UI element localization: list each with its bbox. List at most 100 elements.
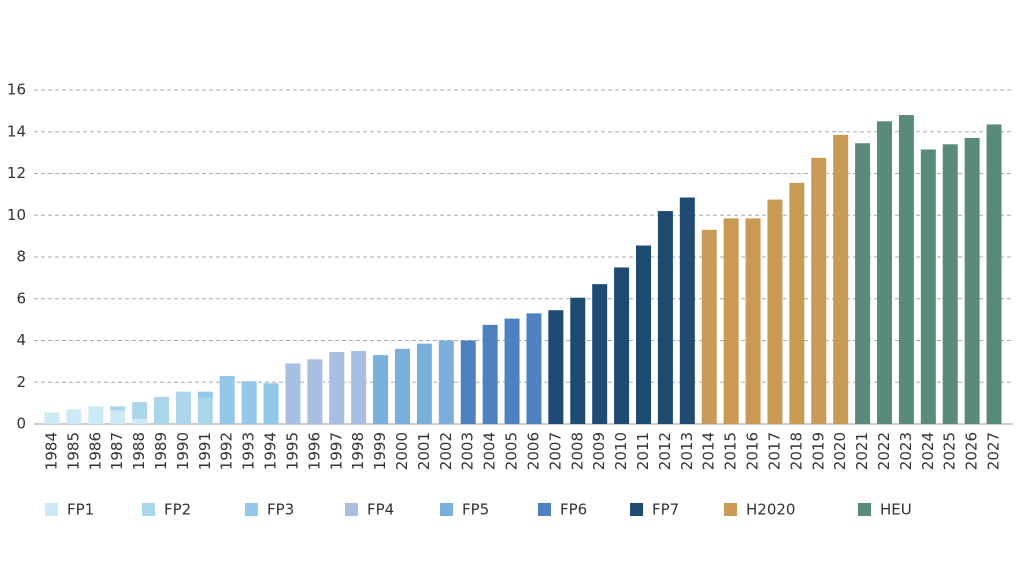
x-tick-label: 2006 [524,432,542,470]
x-tick-label: 2022 [875,432,893,470]
x-tick-label: 2000 [393,432,411,470]
x-tick-label: 2026 [963,432,981,470]
legend-label: FP6 [560,501,587,519]
bar-segment [197,397,213,424]
bar-segment [636,245,651,424]
x-tick-label: 2019 [809,432,827,470]
legend-label: HEU [880,501,912,519]
bar-segment [504,318,520,424]
bar-segment [679,197,695,424]
bar-segment [416,343,432,424]
y-tick-label: 10 [7,206,26,224]
bar-segment [942,144,958,424]
legend-swatch [724,503,737,516]
x-tick-label: 1998 [349,432,367,470]
x-tick-label: 2008 [568,432,586,470]
bar-segment [88,406,104,424]
x-tick-label: 2016 [744,432,762,470]
legend-swatch [345,503,358,516]
x-tick-label: 2017 [765,432,783,470]
x-tick-label: 1988 [130,432,148,470]
legend-label: FP1 [67,501,94,519]
x-tick-label: 1997 [327,432,345,470]
x-tick-label: 1994 [262,432,280,470]
x-tick-label: 1987 [108,432,126,470]
x-tick-label: 2003 [459,432,477,470]
legend-label: FP5 [462,501,489,519]
bar-segment [132,402,148,419]
x-tick-label: 2009 [590,432,608,470]
bar-segment [438,340,454,424]
x-tick-label: 2002 [437,432,455,470]
bar-segment [351,350,367,424]
legend-label: H2020 [746,501,795,519]
legend-label: FP7 [652,501,679,519]
bar-segment [877,121,892,424]
y-tick-label: 16 [7,81,26,99]
x-tick-label: 2007 [546,432,564,470]
x-tick-label: 1993 [240,432,258,470]
bar-segment [460,340,476,424]
bar-segment [964,138,980,424]
legend-swatch [45,503,58,516]
x-tick-label: 2021 [853,432,871,470]
legend-swatch [538,503,551,516]
x-tick-label: 1984 [42,432,60,470]
bar-segment [219,375,235,424]
bar-segment [701,229,717,424]
bar-segment [986,124,1002,424]
x-tick-label: 1990 [174,432,192,470]
x-tick-label: 1991 [196,432,214,470]
legend-label: FP2 [164,501,191,519]
x-tick-label: 1989 [152,432,170,470]
legend-swatch [245,503,258,516]
bar-segment [241,381,257,424]
legend-label: FP3 [267,501,294,519]
x-tick-label: 2001 [415,432,433,470]
bar-segment [898,115,914,425]
bar-segment [855,143,871,424]
x-tick-label: 1985 [64,432,82,470]
bar-segment [767,199,783,424]
bar-segment [833,134,849,424]
bar-segment [175,391,191,424]
bar-segment [745,218,761,424]
x-tick-label: 1996 [305,432,323,470]
x-tick-label: 1986 [86,432,104,470]
bar-segment [592,284,608,424]
x-tick-label: 2014 [700,432,718,470]
x-tick-label: 2023 [897,432,915,470]
bar-segment [920,149,936,424]
bar-segment [285,363,301,424]
x-tick-label: 2013 [678,432,696,470]
bar-segment [614,267,630,424]
bar-segment [789,182,805,424]
y-tick-label: 4 [16,331,26,349]
x-tick-label: 2004 [481,432,499,470]
y-tick-label: 2 [16,373,26,391]
bar-segment [263,383,279,424]
legend-label: FP4 [367,501,394,519]
y-tick-label: 6 [16,289,26,307]
bar-segment [373,355,389,424]
bar-segment [723,218,739,424]
x-tick-label: 1995 [283,432,301,470]
bar-segment [44,412,60,424]
x-tick-label: 2027 [985,432,1003,470]
x-tick-label: 1992 [218,432,236,470]
x-tick-label: 2018 [787,432,805,470]
bar-segment [66,409,82,424]
y-tick-label: 0 [16,415,26,433]
bar-segment [197,391,213,398]
bar-segment [548,310,564,424]
legend-swatch [858,503,871,516]
x-tick-label: 2020 [831,432,849,470]
x-tick-label: 2015 [722,432,740,470]
bar-segment [132,418,148,424]
bar-segment [570,297,586,424]
x-tick-label: 2005 [503,432,521,470]
bar-segment [329,351,345,424]
bar-segment [307,359,323,424]
